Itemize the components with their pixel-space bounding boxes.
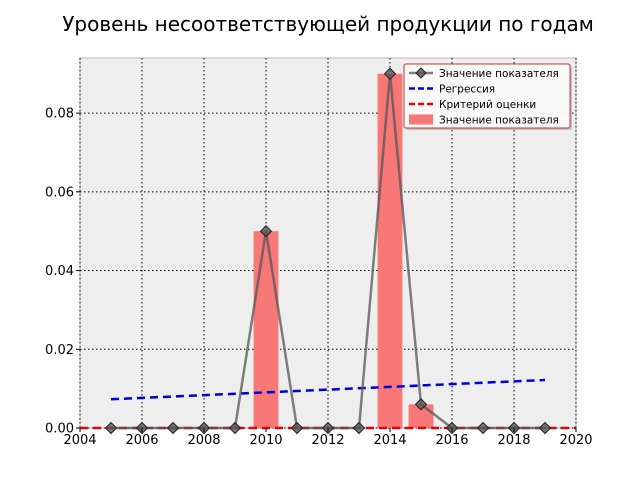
legend-handle-marker — [415, 67, 427, 79]
chart-title: Уровень несоответствующей продукции по г… — [62, 12, 594, 36]
x-tick-label: 2008 — [187, 433, 220, 448]
data-point — [104, 421, 118, 435]
x-tick-label: 2012 — [311, 433, 344, 448]
legend-frame — [403, 63, 571, 129]
legend-label: Регрессия — [439, 84, 495, 96]
data-point — [290, 421, 304, 435]
bar — [253, 231, 279, 428]
data-point — [166, 421, 180, 435]
data-point — [383, 67, 397, 80]
data-point — [259, 224, 273, 238]
legend-handle-bar — [409, 114, 433, 125]
data-point — [538, 421, 552, 435]
x-tick-label: 2004 — [63, 433, 96, 448]
bars-layer — [253, 73, 434, 428]
x-tick-label: 2016 — [435, 433, 468, 448]
x-tick-label: 2010 — [249, 433, 282, 448]
legend-label: Критерий оценки — [439, 99, 536, 111]
y-axis: 0.00 0.02 0.04 0.06 0.08 — [45, 107, 80, 437]
y-tick-label: 0.00 — [45, 422, 74, 437]
legend-label: Значение показателя — [439, 68, 559, 80]
y-tick-label: 0.04 — [45, 264, 74, 279]
markers-layer — [104, 67, 552, 435]
x-tick-label: 2014 — [373, 433, 406, 448]
y-tick-label: 0.06 — [45, 185, 74, 200]
bar — [377, 73, 403, 428]
data-point — [228, 421, 242, 435]
x-tick-label: 2006 — [125, 433, 158, 448]
y-tick-label: 0.02 — [45, 343, 74, 358]
data-point — [352, 421, 366, 435]
y-tick-label: 0.08 — [45, 107, 74, 122]
x-axis: 2004 2006 2008 2010 2012 2014 2016 2018 2020 — [63, 428, 593, 448]
legend-label: Значение показателя — [439, 115, 559, 127]
data-point — [476, 421, 490, 435]
chart-legend: Значение показателя Регрессия Критерий оце… — [403, 63, 572, 130]
x-tick-label: 2018 — [497, 433, 530, 448]
x-tick-label: 2020 — [559, 433, 592, 448]
data-point — [414, 398, 428, 411]
regression-line — [110, 378, 546, 401]
